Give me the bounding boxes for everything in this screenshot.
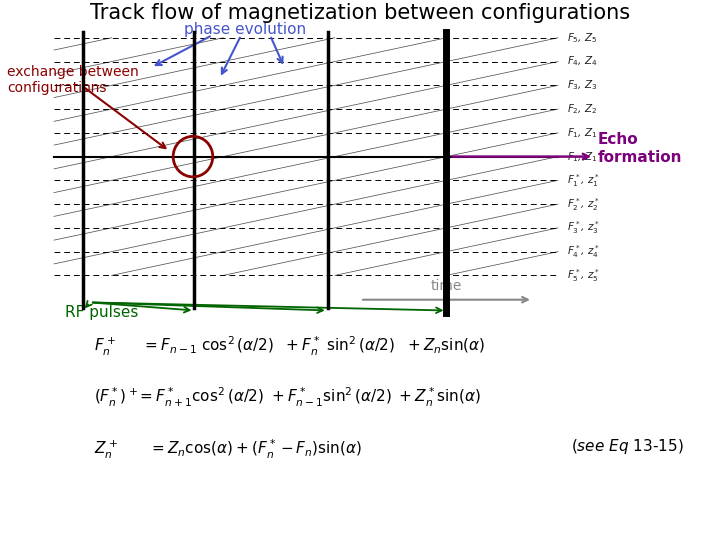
Text: $(see\ Eq\ 13\text{-}15)$: $(see\ Eq\ 13\text{-}15)$ [571,437,684,456]
Text: $F_5$, $Z_5$: $F_5$, $Z_5$ [567,31,597,45]
Text: Echo
formation: Echo formation [598,132,682,165]
Text: $F_n^+$     $= F_{n-1}\ \cos^2(\alpha/2)\ \ + F_n^*\ \sin^2(\alpha/2)\ \ + Z_n\s: $F_n^+$ $= F_{n-1}\ \cos^2(\alpha/2)\ \ … [94,335,485,358]
Text: time: time [431,279,462,293]
Text: $F_2^*$, $z_2^*$: $F_2^*$, $z_2^*$ [567,195,600,213]
Text: $F_2$, $Z_2$: $F_2$, $Z_2$ [567,102,597,116]
Text: $(F_n^*)^+\! = F_{n+1}^*\cos^2(\alpha/2)\ + F_{n-1}^*\sin^2(\alpha/2)\ + Z_n^*\s: $(F_n^*)^+\! = F_{n+1}^*\cos^2(\alpha/2)… [94,386,480,409]
Text: $F_1^*$, $z_1^*$: $F_1^*$, $z_1^*$ [567,172,600,189]
Text: exchange between
configurations: exchange between configurations [7,65,139,95]
Text: Track flow of magnetization between configurations: Track flow of magnetization between conf… [90,3,630,23]
Text: $F_4^*$, $z_4^*$: $F_4^*$, $z_4^*$ [567,243,600,260]
Text: $F_3^*$, $z_3^*$: $F_3^*$, $z_3^*$ [567,219,600,237]
Text: $F_1$, $Z_1$: $F_1$, $Z_1$ [567,126,597,140]
Text: $F_4$, $Z_4$: $F_4$, $Z_4$ [567,55,598,69]
Text: $Z_n^+$      $= Z_n\cos(\alpha) + (F_n^* - F_n)\sin(\alpha)$: $Z_n^+$ $= Z_n\cos(\alpha) + (F_n^* - F_… [94,437,362,461]
Text: RF pulses: RF pulses [65,305,138,320]
Text: phase evolution: phase evolution [184,22,306,37]
Text: $F_3$, $Z_3$: $F_3$, $Z_3$ [567,78,598,92]
Text: $F_5^*$, $z_5^*$: $F_5^*$, $z_5^*$ [567,267,600,284]
Text: $F_1$, $Z_1$: $F_1$, $Z_1$ [567,150,597,164]
